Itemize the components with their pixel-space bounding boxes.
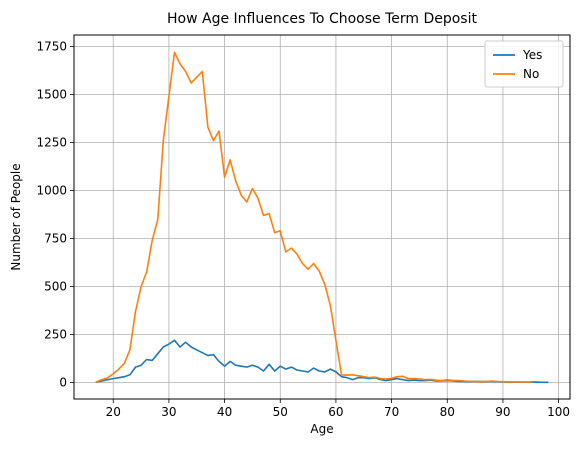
y-tick-label: 1000 bbox=[36, 184, 67, 198]
x-tick-label: 20 bbox=[106, 405, 121, 419]
grid-lines bbox=[74, 35, 570, 399]
legend-label-no: No bbox=[523, 67, 539, 81]
x-axis-label: Age bbox=[310, 422, 333, 436]
y-tick-label: 1250 bbox=[36, 136, 67, 150]
series-lines bbox=[95, 51, 549, 384]
chart-title: How Age Influences To Choose Term Deposi… bbox=[167, 11, 477, 27]
y-tick-label: 1500 bbox=[36, 88, 67, 102]
x-tick-label: 30 bbox=[161, 405, 176, 419]
series-line-no bbox=[95, 51, 532, 383]
x-tick-label: 40 bbox=[217, 405, 232, 419]
x-tick-label: 70 bbox=[384, 405, 399, 419]
y-tick-label: 750 bbox=[44, 232, 67, 246]
x-tick-label: 100 bbox=[547, 405, 570, 419]
y-tick-label: 1750 bbox=[36, 40, 67, 54]
x-tick-label: 80 bbox=[440, 405, 455, 419]
x-tick-label: 50 bbox=[273, 405, 288, 419]
y-axis-label: Number of People bbox=[9, 163, 23, 270]
legend: Yes No bbox=[484, 40, 564, 88]
y-tick-label: 0 bbox=[59, 375, 67, 389]
y-tick-label: 500 bbox=[44, 279, 67, 293]
x-tick-label: 90 bbox=[495, 405, 510, 419]
axis-ticks: 20 30 40 50 60 70 80 90 100025050075010001250150… bbox=[36, 40, 570, 419]
y-tick-label: 250 bbox=[44, 327, 67, 341]
plot-frame bbox=[73, 34, 571, 400]
x-tick-label: 60 bbox=[328, 405, 343, 419]
legend-box bbox=[484, 40, 564, 88]
legend-label-yes: Yes bbox=[522, 48, 542, 62]
